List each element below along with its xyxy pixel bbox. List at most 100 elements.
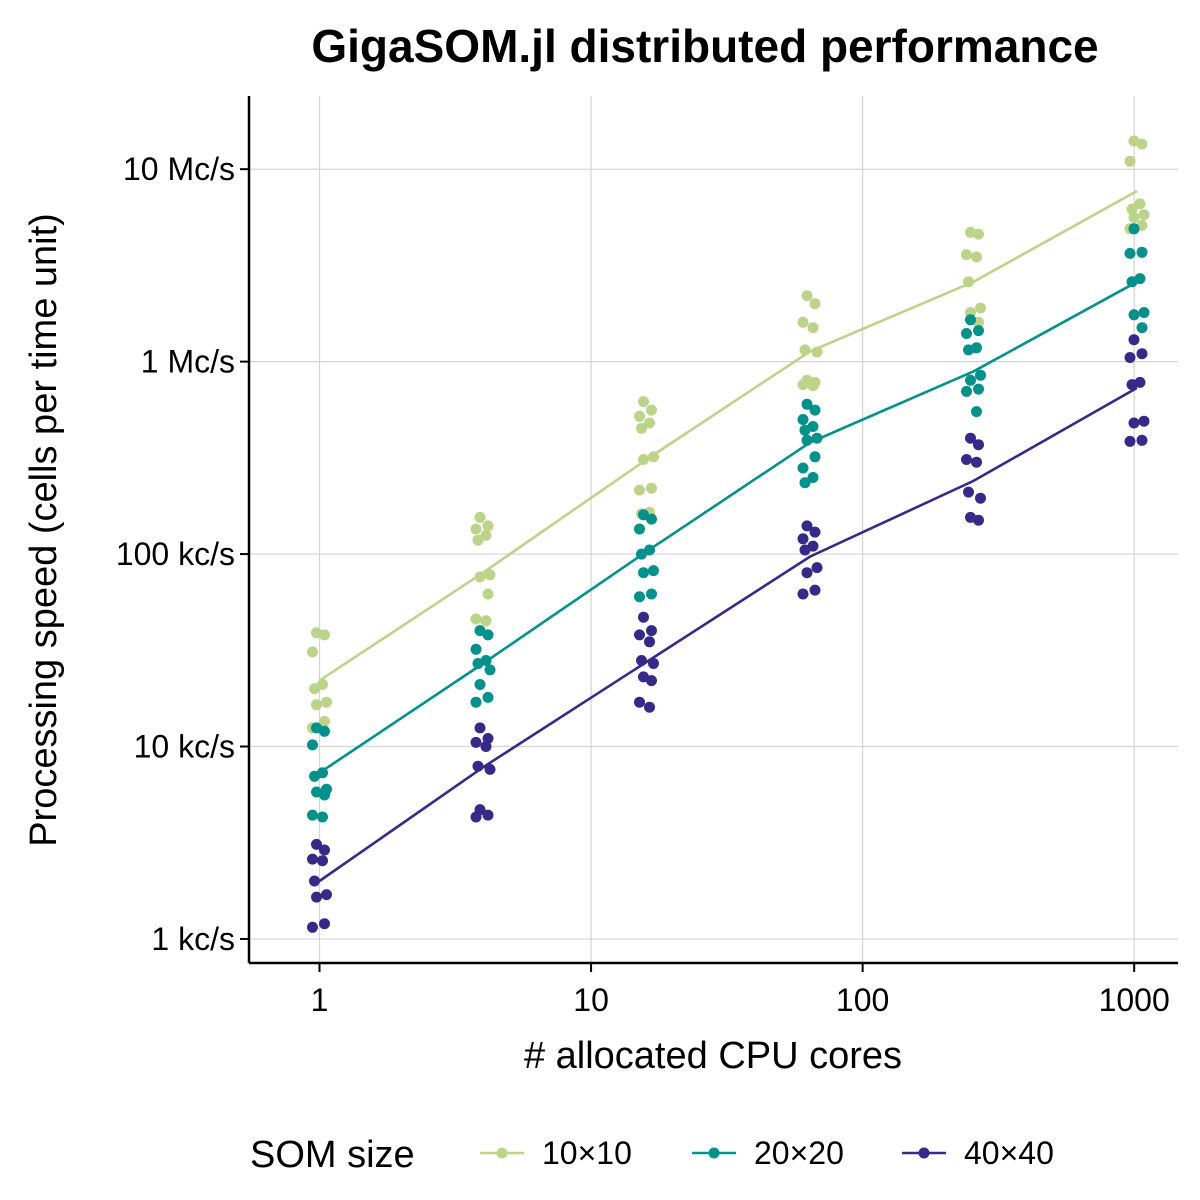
data-point <box>811 432 823 444</box>
data-point <box>971 456 982 468</box>
data-point <box>311 838 322 850</box>
data-point <box>309 875 320 887</box>
data-point <box>646 588 657 600</box>
data-point <box>1124 155 1136 167</box>
data-point <box>961 328 972 339</box>
data-point <box>482 629 494 641</box>
data-point <box>319 629 330 641</box>
data-point <box>319 725 330 737</box>
legend-key-point <box>918 1147 930 1159</box>
data-point <box>309 770 320 782</box>
data-point <box>634 591 645 603</box>
data-point <box>1138 307 1150 318</box>
data-point <box>963 486 974 498</box>
data-point <box>482 691 494 703</box>
x-tick-label: 1000 <box>1099 982 1170 1018</box>
y-tick-label: 1 Mc/s <box>141 344 235 380</box>
data-point <box>799 424 811 436</box>
data-point <box>317 855 328 867</box>
data-point <box>961 385 972 397</box>
data-point <box>797 462 809 474</box>
data-point <box>480 741 492 752</box>
data-point <box>963 276 974 288</box>
legend-title: SOM size <box>250 1134 415 1176</box>
data-point <box>470 643 482 655</box>
y-tick-label: 1 kc/s <box>151 921 235 957</box>
data-point <box>644 417 655 429</box>
data-point <box>1124 247 1136 259</box>
data-point <box>636 548 647 560</box>
data-point <box>319 918 330 930</box>
data-point <box>638 454 649 465</box>
data-point <box>321 889 332 901</box>
data-point <box>648 565 659 577</box>
data-point <box>961 454 972 465</box>
series-line <box>318 189 1138 682</box>
data-point <box>307 809 318 821</box>
data-point <box>634 629 645 641</box>
legend-key-point <box>496 1147 508 1159</box>
data-point <box>801 434 813 446</box>
data-point <box>809 584 821 596</box>
data-point <box>811 346 823 358</box>
data-point <box>1136 246 1148 258</box>
data-point <box>797 316 809 328</box>
data-point <box>317 811 328 823</box>
data-point <box>963 344 974 356</box>
data-point <box>1138 209 1150 221</box>
legend-key-point <box>708 1147 720 1159</box>
data-point <box>646 675 657 687</box>
data-point <box>474 511 486 523</box>
data-point <box>474 571 486 583</box>
data-point <box>799 477 811 489</box>
data-point <box>311 891 322 903</box>
data-point <box>975 369 986 381</box>
data-point <box>965 432 976 444</box>
data-point <box>809 298 821 310</box>
data-point <box>644 701 655 713</box>
data-point <box>973 383 984 395</box>
grid <box>249 96 1178 963</box>
data-point <box>470 811 482 823</box>
data-point <box>472 658 484 669</box>
data-point <box>474 722 486 734</box>
data-point <box>638 396 649 408</box>
series-line <box>318 280 1138 774</box>
x-axis-ticks: 1 10 100 1000 <box>311 963 1170 1018</box>
data-point <box>309 683 320 695</box>
legend-label: 20×20 <box>754 1135 844 1171</box>
data-point <box>482 520 494 532</box>
data-point <box>1124 352 1136 363</box>
data-point <box>636 655 647 666</box>
data-point <box>644 636 655 648</box>
data-point <box>636 422 647 434</box>
data-point <box>809 451 821 463</box>
data-point <box>1136 138 1148 150</box>
data-point <box>809 526 821 538</box>
data-point <box>470 613 482 625</box>
data-point <box>634 696 645 708</box>
x-tick-label: 1 <box>311 982 329 1018</box>
data-point <box>1126 276 1138 288</box>
data-point <box>973 325 984 337</box>
data-point <box>973 439 984 451</box>
data-point <box>319 844 330 856</box>
data-point <box>1128 417 1140 429</box>
x-axis-title: # allocated CPU cores <box>524 1035 902 1077</box>
data-point <box>971 406 982 418</box>
legend-label: 40×40 <box>964 1135 1054 1171</box>
data-point <box>965 374 976 386</box>
series-points <box>307 135 1150 933</box>
data-point <box>482 809 494 821</box>
data-point <box>807 380 819 392</box>
data-point <box>1138 415 1150 427</box>
data-point <box>646 513 657 525</box>
data-point <box>797 379 809 391</box>
data-point <box>971 251 982 263</box>
data-point <box>321 696 332 708</box>
data-point <box>648 658 659 669</box>
data-point <box>965 314 976 326</box>
data-point <box>807 322 819 334</box>
series-line <box>318 386 1138 883</box>
